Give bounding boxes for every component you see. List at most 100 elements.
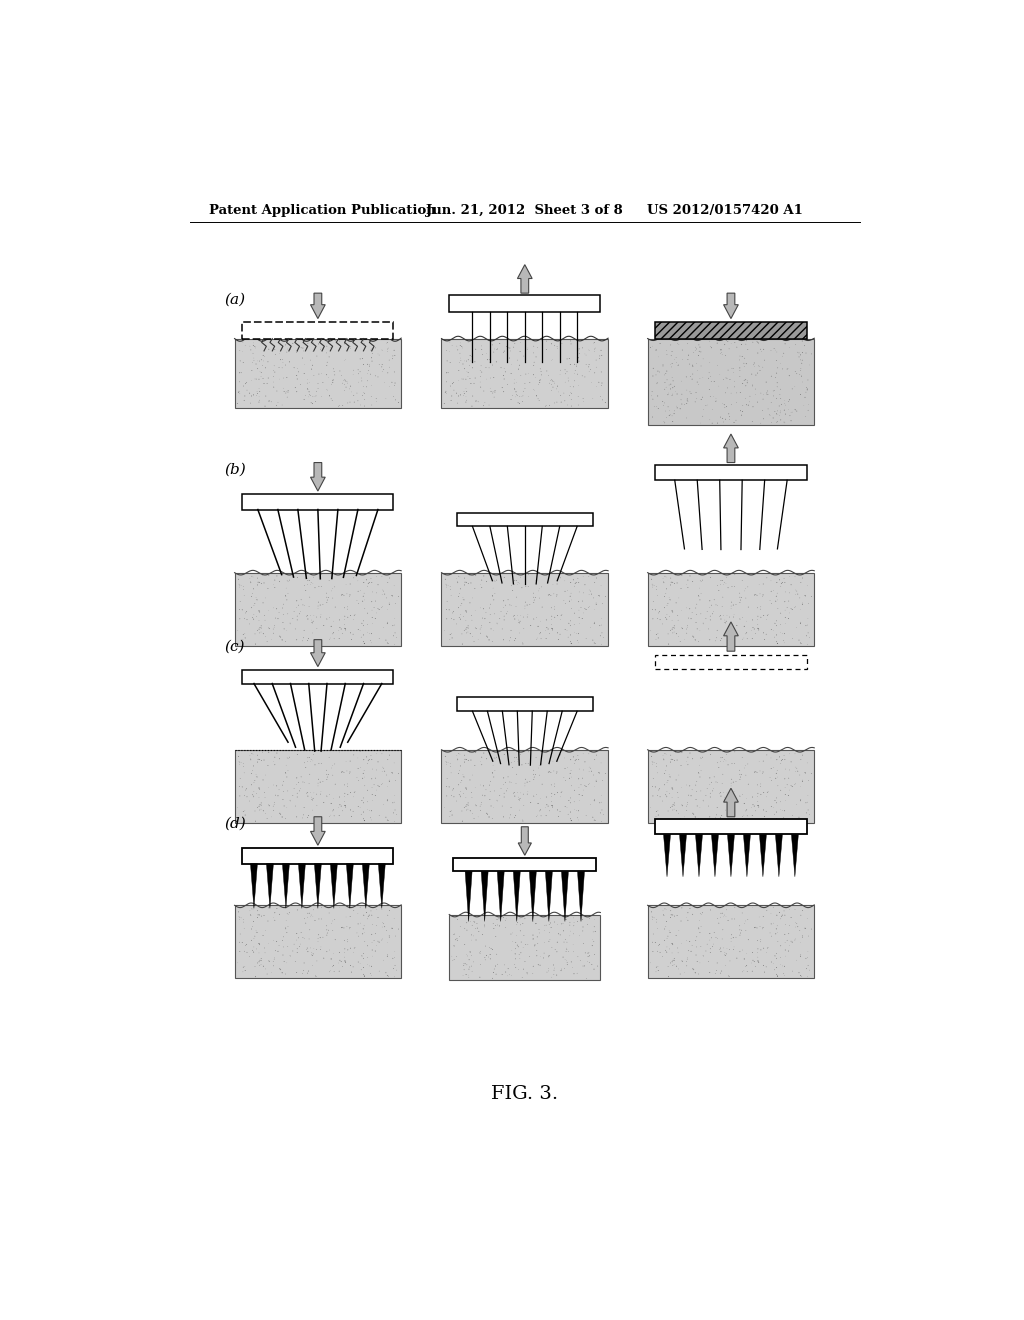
Point <box>542 912 558 933</box>
Point <box>322 961 338 982</box>
Point <box>539 616 555 638</box>
Point <box>682 366 698 387</box>
Point <box>369 582 385 603</box>
Point <box>461 565 477 586</box>
Point <box>322 940 338 961</box>
Point <box>451 360 467 381</box>
Point <box>662 767 678 788</box>
Point <box>594 389 610 411</box>
Point <box>692 368 709 389</box>
Point <box>303 944 319 965</box>
Point <box>390 586 407 607</box>
Point <box>650 935 667 956</box>
Point <box>255 956 271 977</box>
Point <box>303 787 319 808</box>
Point <box>719 743 735 764</box>
Point <box>783 401 800 422</box>
Point <box>299 606 315 627</box>
Point <box>496 358 512 379</box>
Point <box>557 581 573 602</box>
Point <box>481 348 498 370</box>
Point <box>799 803 815 824</box>
Point <box>710 752 726 774</box>
Point <box>758 942 774 964</box>
Point <box>566 791 583 812</box>
Point <box>792 920 808 941</box>
Point <box>325 920 341 941</box>
Point <box>327 909 343 931</box>
Point <box>654 900 671 921</box>
Point <box>734 401 751 422</box>
Text: US 2012/0157420 A1: US 2012/0157420 A1 <box>647 205 803 218</box>
Point <box>767 367 783 388</box>
Point <box>720 359 736 380</box>
Point <box>234 331 251 352</box>
Point <box>236 756 252 777</box>
Point <box>356 915 373 936</box>
Point <box>662 766 678 787</box>
Point <box>246 781 262 803</box>
Point <box>646 396 663 417</box>
Point <box>568 572 585 593</box>
Point <box>282 902 298 923</box>
Point <box>279 342 295 363</box>
Point <box>544 791 560 812</box>
Point <box>265 371 282 392</box>
Point <box>496 807 512 828</box>
Point <box>527 913 544 935</box>
Point <box>768 964 784 985</box>
Point <box>510 789 526 810</box>
Point <box>662 921 678 942</box>
Point <box>323 616 339 638</box>
Point <box>295 804 311 825</box>
Point <box>582 945 598 966</box>
Point <box>505 385 521 407</box>
Point <box>545 619 561 640</box>
Point <box>248 385 264 407</box>
Bar <box>441 339 608 408</box>
Point <box>473 339 489 360</box>
Point <box>758 610 774 631</box>
Point <box>769 750 785 771</box>
Polygon shape <box>724 434 738 462</box>
Point <box>231 941 248 962</box>
Point <box>518 363 535 384</box>
Point <box>364 338 380 359</box>
Point <box>643 902 659 923</box>
Point <box>252 779 268 800</box>
Point <box>557 619 573 640</box>
Point <box>456 620 472 642</box>
Point <box>326 360 342 381</box>
Point <box>245 755 261 776</box>
Point <box>229 619 246 640</box>
Point <box>468 795 484 816</box>
Point <box>680 607 696 628</box>
Point <box>361 956 378 977</box>
Point <box>343 381 359 403</box>
Point <box>567 360 584 381</box>
Point <box>256 937 272 958</box>
Point <box>325 800 341 821</box>
Point <box>798 405 814 426</box>
Point <box>671 803 687 824</box>
Point <box>486 387 503 408</box>
Point <box>342 800 358 821</box>
Point <box>662 939 678 960</box>
Point <box>364 375 380 396</box>
Point <box>313 896 330 917</box>
Point <box>673 389 689 411</box>
Point <box>243 572 259 593</box>
Point <box>721 965 737 986</box>
Point <box>570 591 587 612</box>
Point <box>791 342 807 363</box>
Point <box>302 937 318 958</box>
Point <box>780 923 797 944</box>
Point <box>718 573 734 594</box>
Point <box>583 616 599 638</box>
Point <box>737 956 754 977</box>
Point <box>799 379 815 400</box>
Point <box>569 744 586 766</box>
Point <box>231 909 248 931</box>
Point <box>239 933 255 954</box>
Point <box>709 595 725 616</box>
